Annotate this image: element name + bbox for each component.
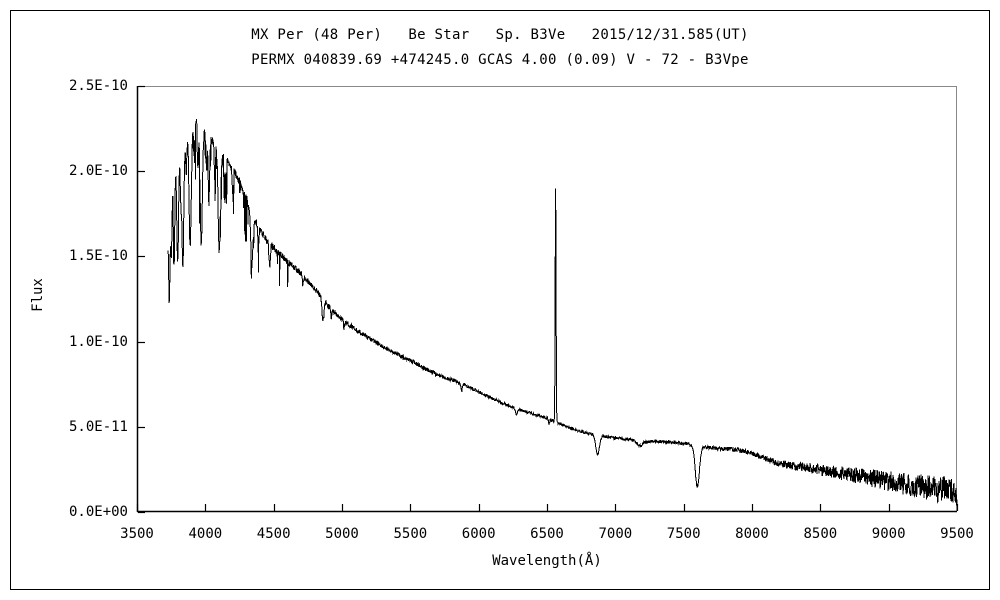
x-tick-label-5000: 5000 (325, 526, 359, 542)
y-tick-label-2.5E-10: 2.5E-10 (68, 78, 128, 94)
y-tick-label-2.0E-10: 2.0E-10 (68, 163, 128, 180)
x-tick-label-3500: 3500 (120, 526, 154, 542)
figure-border (10, 10, 990, 590)
x-tick-label-9500: 9500 (940, 526, 974, 542)
y-tick-label-0.0E+00: 0.0E+00 (68, 504, 128, 520)
chart-title-line-1: MX Per (48 Per) Be Star Sp. B3Ve 2015/12… (251, 27, 749, 43)
x-axis-title: Wavelength(Å) (492, 553, 602, 569)
x-tick-label-8000: 8000 (735, 526, 769, 542)
x-tick-label-9000: 9000 (871, 526, 906, 542)
y-tick-label-5.0E-11: 5.0E-11 (68, 418, 128, 435)
y-tick-label-1.0E-10: 1.0E-10 (68, 333, 128, 350)
x-tick-label-7000: 7000 (598, 526, 633, 542)
x-tick-label-4000: 4000 (188, 526, 223, 542)
x-tick-label-6000: 6000 (461, 526, 496, 542)
flux-spectrum-line (167, 119, 958, 506)
x-tick-label-7500: 7500 (666, 526, 701, 542)
y-axis-title: Flux (30, 278, 46, 312)
x-tick-label-5500: 5500 (393, 526, 428, 542)
x-tick-label-4500: 4500 (256, 526, 291, 542)
y-tick-label-1.5E-10: 1.5E-10 (68, 248, 128, 265)
x-tick-label-6500: 6500 (530, 526, 564, 542)
x-tick-label-8500: 8500 (803, 526, 838, 542)
chart-title-line-2: PERMX 040839.69 +474245.0 GCAS 4.00 (0.0… (251, 52, 749, 68)
